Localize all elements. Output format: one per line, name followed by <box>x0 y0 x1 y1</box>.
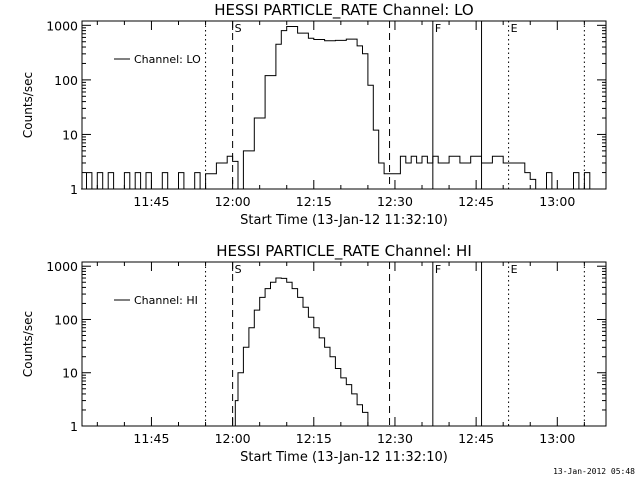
legend-label: Channel: LO <box>134 53 201 66</box>
y-tick-label: 1 <box>70 182 78 197</box>
x-tick-label: 12:15 <box>296 431 332 446</box>
x-tick-label: 12:00 <box>215 194 251 209</box>
x-tick-label: 12:15 <box>296 194 332 209</box>
x-tick-label: 12:45 <box>458 431 494 446</box>
x-tick-label: 12:45 <box>458 194 494 209</box>
x-tick-label: 12:30 <box>377 431 413 446</box>
y-tick-label: 1000 <box>46 18 78 33</box>
plot-frame <box>81 261 607 427</box>
marker-label: F <box>435 22 441 35</box>
y-tick-label: 10 <box>62 127 78 142</box>
plot-frame <box>81 20 607 190</box>
marker-label: S <box>235 263 242 276</box>
series-line <box>232 277 369 427</box>
x-axis-label: Start Time (13-Jan-12 11:32:10) <box>240 450 448 465</box>
y-tick-label: 1 <box>70 419 78 434</box>
marker-label: S <box>235 22 242 35</box>
timestamp: 13-Jan-2012 05:48 <box>553 467 635 476</box>
marker-label: E <box>511 263 518 276</box>
x-tick-label: 13:00 <box>539 431 575 446</box>
x-tick-label: 12:00 <box>215 431 251 446</box>
legend-label: Channel: HI <box>134 294 198 307</box>
x-tick-label: 12:30 <box>377 194 413 209</box>
chart-title: HESSI PARTICLE_RATE Channel: LO <box>214 1 473 20</box>
x-tick-label: 11:45 <box>133 431 169 446</box>
x-tick-label: 11:45 <box>133 194 169 209</box>
y-axis-label: Counts/sec <box>21 72 35 138</box>
x-axis-label: Start Time (13-Jan-12 11:32:10) <box>240 213 448 228</box>
chart-title: HESSI PARTICLE_RATE Channel: HI <box>216 242 472 261</box>
marker-label: F <box>435 263 441 276</box>
y-tick-label: 1000 <box>46 259 78 274</box>
y-tick-label: 100 <box>54 73 78 88</box>
y-tick-label: 10 <box>62 366 78 381</box>
x-tick-label: 13:00 <box>539 194 575 209</box>
y-axis-label: Counts/sec <box>21 311 35 377</box>
marker-label: E <box>511 22 518 35</box>
y-tick-label: 100 <box>54 312 78 327</box>
series-line <box>81 26 601 190</box>
